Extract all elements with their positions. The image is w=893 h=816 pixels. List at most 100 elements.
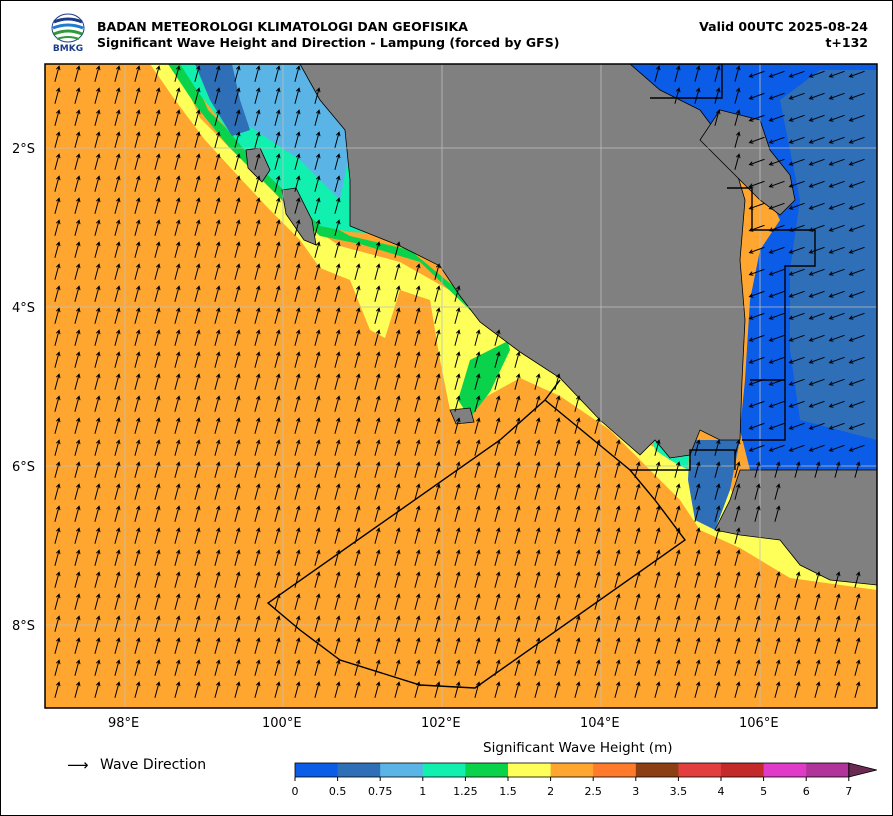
wave-arrow [294, 197, 301, 214]
lat-label-8s: 8°S [12, 619, 35, 634]
wave-arrow [808, 246, 825, 254]
wave-arrow [234, 571, 241, 588]
wave-arrow [154, 307, 161, 324]
wave-arrow [594, 505, 601, 522]
wave-arrow [214, 241, 221, 258]
wave-arrow [828, 400, 845, 408]
wave-arrow [254, 461, 261, 478]
wave-arrow [754, 637, 761, 654]
wave-arrow [294, 593, 301, 610]
wave-arrow [174, 373, 181, 390]
wave-arrow [274, 131, 281, 148]
wave-arrow [374, 549, 381, 566]
wave-arrow [654, 659, 661, 676]
wave-arrow [654, 527, 661, 544]
wave-arrow [174, 417, 181, 434]
wave-arrow [254, 87, 261, 104]
wave-arrow [534, 527, 541, 544]
wave-arrow [774, 637, 781, 654]
wave-arrow [94, 197, 101, 214]
wave-arrow [748, 312, 765, 320]
wave-arrow [254, 593, 261, 610]
land-sumatra [232, 64, 746, 459]
wave-arrow [788, 246, 805, 254]
wave-arrow [794, 637, 801, 654]
wave-arrow [828, 136, 845, 144]
wave-arrow [494, 483, 501, 500]
wave-arrow [314, 219, 321, 236]
wave-arrow [374, 571, 381, 588]
wave-arrow [154, 351, 161, 368]
wave-arrow [214, 615, 221, 632]
wave-arrow [414, 395, 421, 412]
wave-arrow [114, 593, 121, 610]
wave-arrow [274, 241, 281, 258]
wave-arrow [274, 417, 281, 434]
wave-arrow [334, 637, 341, 654]
wave-arrow [214, 439, 221, 456]
wave-arrow [514, 395, 521, 412]
wave-arrow [254, 263, 261, 280]
wave-arrow [614, 637, 621, 654]
wave-arrow [154, 461, 161, 478]
wave-arrow [494, 659, 501, 676]
wave-arrow [254, 285, 261, 302]
wave-arrow [174, 395, 181, 412]
wave-arrow [748, 334, 765, 342]
wave-direction-legend-label: Wave Direction [100, 757, 207, 773]
wave-arrow [474, 527, 481, 544]
wave-arrow [748, 224, 765, 232]
wave-arrow [494, 549, 501, 566]
wave-arrow [314, 241, 321, 258]
wave-arrow [474, 681, 481, 698]
wave-arrow [114, 659, 121, 676]
wave-arrow [174, 197, 181, 214]
wave-arrow [214, 659, 221, 676]
wave-arrow [154, 373, 161, 390]
wave-arrow [354, 439, 361, 456]
wave-arrow [334, 131, 341, 148]
wave-arrow [94, 549, 101, 566]
wave-arrow [574, 439, 581, 456]
wave-arrow [274, 219, 281, 236]
wave-arrow [474, 329, 481, 346]
wave-arrow [154, 197, 161, 214]
wave-arrow [788, 290, 805, 298]
wave-arrow [734, 615, 741, 632]
wave-arrow [334, 153, 341, 170]
wave-arrow [454, 307, 461, 324]
wave-arrow [334, 219, 341, 236]
wave-arrow [154, 615, 161, 632]
wave-arrow [294, 373, 301, 390]
wave-arrow [194, 505, 201, 522]
wave-arrow [534, 571, 541, 588]
wave-arrow [434, 285, 441, 302]
wave-arrow [214, 395, 221, 412]
wave-arrow [808, 268, 825, 276]
wave-arrow [154, 527, 161, 544]
wave-arrow [94, 593, 101, 610]
wave-arrow [474, 373, 481, 390]
wave-arrow [674, 505, 681, 522]
wave-arrow [354, 505, 361, 522]
wave-arrow [574, 681, 581, 698]
wave-arrow [254, 505, 261, 522]
wave-arrow [534, 483, 541, 500]
wave-arrow [54, 659, 61, 676]
wave-arrow [534, 373, 541, 390]
wave-arrow [214, 351, 221, 368]
wave-arrow [394, 351, 401, 368]
wave-arrow [334, 417, 341, 434]
wave-arrow [654, 505, 661, 522]
wave-arrow [474, 395, 481, 412]
wave-arrow [274, 263, 281, 280]
wave-arrow [414, 417, 421, 434]
wave-arrow [114, 571, 121, 588]
wave-arrow [454, 549, 461, 566]
wave-band-1-25 [168, 64, 510, 418]
wave-arrow [434, 439, 441, 456]
wave-arrow [154, 505, 161, 522]
wave-arrow [174, 527, 181, 544]
wave-arrow [354, 351, 361, 368]
wave-arrow [254, 197, 261, 214]
